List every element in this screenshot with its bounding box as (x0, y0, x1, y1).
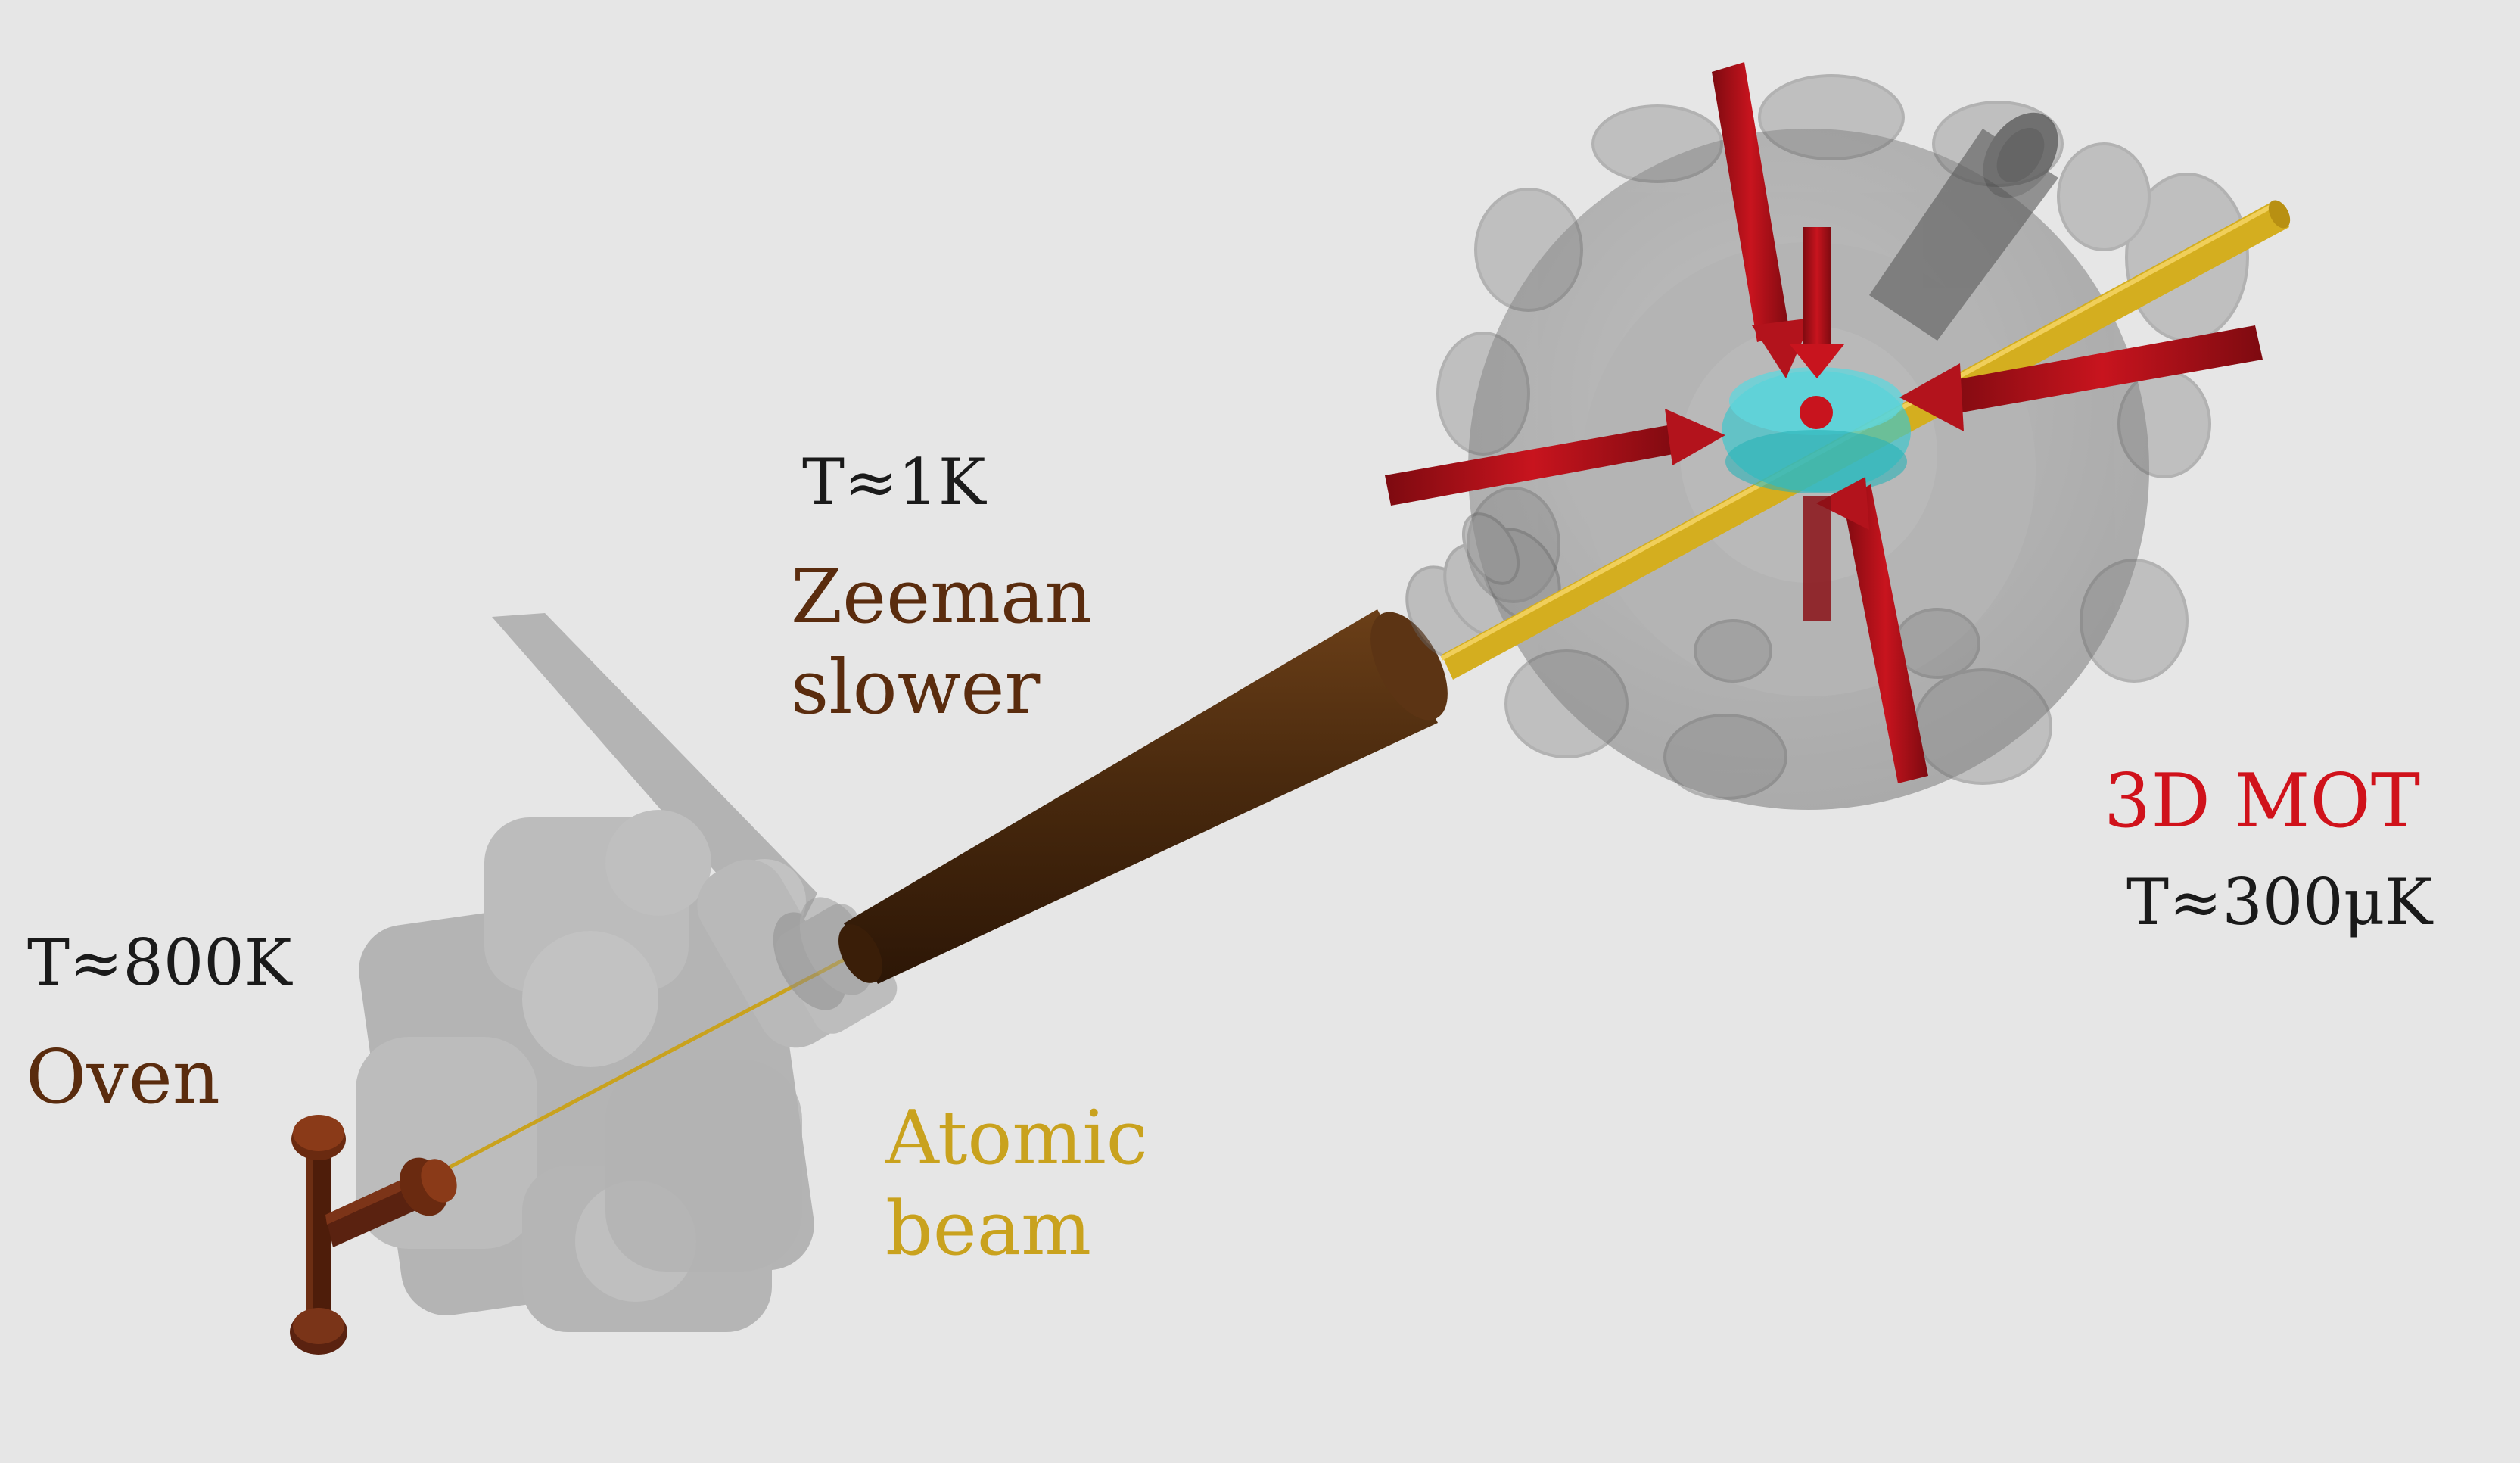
oven-label: Oven (26, 1035, 220, 1121)
oven-beam-line (422, 948, 864, 1183)
laser-beam-3 (1803, 227, 1831, 356)
atomic-beam-label-line1: Atomic (885, 1095, 1148, 1181)
mot-atom-cloud (1722, 367, 1911, 493)
viewport-tube (1869, 112, 2058, 341)
laser-beam-2 (1843, 484, 1928, 783)
laser-beam-3-arrowhead (1790, 344, 1844, 378)
laser-beam-2-arrowhead (1816, 477, 1869, 530)
zeeman-slower-label-line2: slower (791, 645, 1041, 731)
zeeman-slower (838, 609, 1448, 984)
laser-beam-6 (1941, 325, 2263, 415)
oven (290, 1115, 457, 1355)
atomic-beam-label-line2: beam (885, 1186, 1092, 1272)
laser-beam-5-arrowhead (1665, 409, 1725, 465)
laser-beam-1-arrowhead (1752, 318, 1812, 378)
laser-beam-5 (1385, 424, 1682, 506)
laser-beam-6-arrowhead (1899, 363, 1964, 431)
mot-temperature-label: T≈300μK (2126, 865, 2433, 939)
slower-temperature-label: T≈1K (802, 445, 986, 519)
laser-beam-4 (1803, 496, 1831, 621)
mot-laser-beams (1385, 62, 2263, 783)
mot-label: 3D MOT (2104, 758, 2421, 845)
zeeman-slower-label-line1: Zeeman (791, 554, 1093, 640)
oven-temperature-label: T≈800K (27, 926, 292, 1000)
laser-beam-1 (1712, 62, 1790, 342)
